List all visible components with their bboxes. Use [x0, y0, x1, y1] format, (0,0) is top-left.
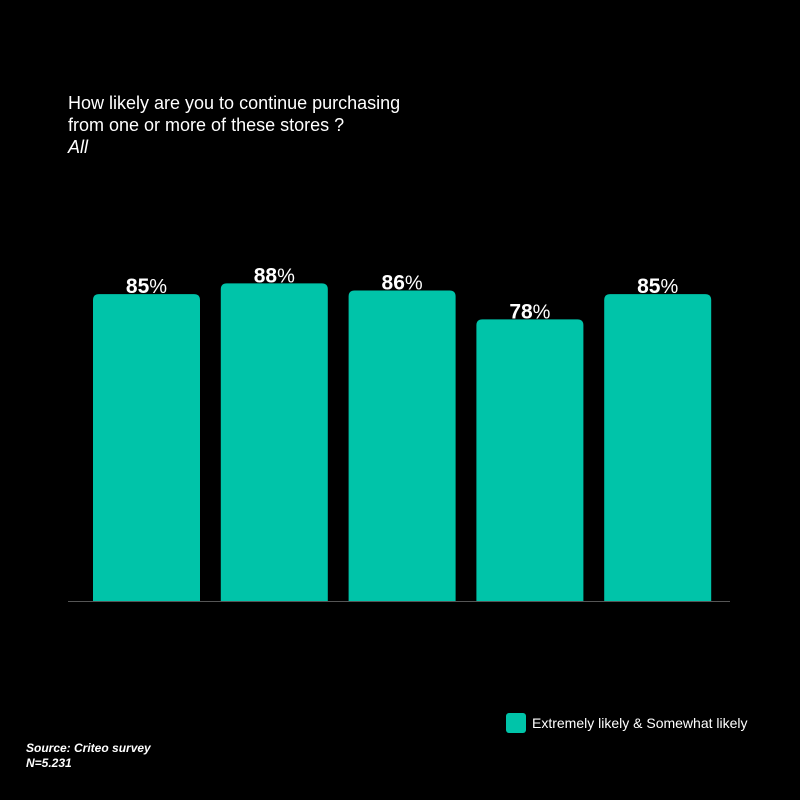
bar-5 [604, 294, 712, 601]
bar-2 [220, 283, 328, 601]
source-text: Source: Criteo survey [26, 741, 151, 755]
legend: Extremely likely & Somewhat likely [506, 713, 748, 733]
data-label-5: 85% [637, 275, 678, 298]
legend-label: Extremely likely & Somewhat likely [532, 715, 748, 731]
chart-title-line-2: from one or more of these stores ? [68, 115, 345, 135]
source-note: Source: Criteo survey N=5.231 [26, 741, 151, 771]
data-label-4: 78% [509, 300, 550, 323]
chart-title: How likely are you to continue purchasin… [68, 92, 400, 158]
bar-3 [348, 290, 456, 601]
chart-subtitle: All [68, 137, 89, 157]
data-label-1: 85% [126, 275, 167, 298]
data-label-2: 88% [254, 264, 295, 287]
bar-4 [476, 319, 584, 601]
bar-1 [93, 294, 200, 601]
legend-swatch [506, 713, 526, 733]
data-label-3: 86% [382, 272, 423, 295]
sample-size-text: N=5.231 [26, 756, 72, 770]
chart-title-line-1: How likely are you to continue purchasin… [68, 93, 401, 113]
